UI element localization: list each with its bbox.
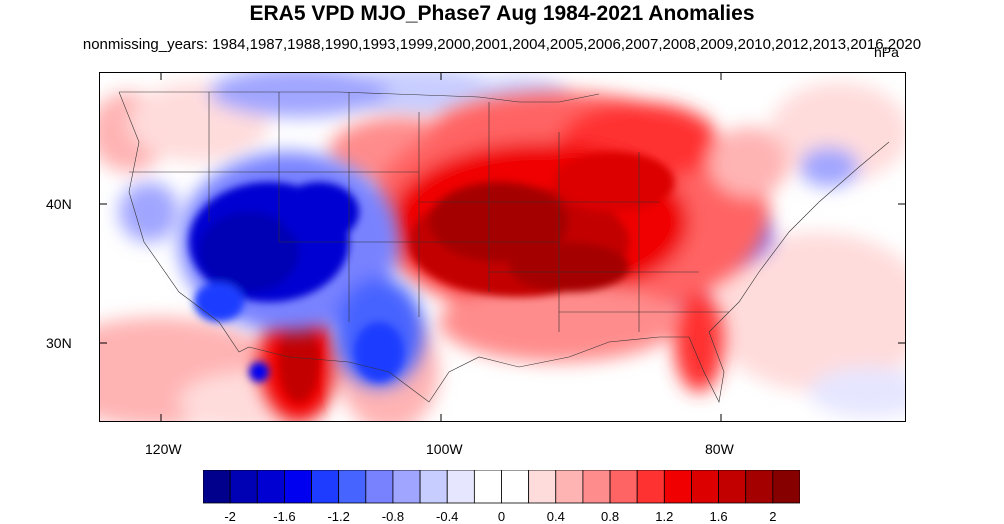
colorbar-box	[311, 470, 340, 504]
colorbar-box	[446, 470, 475, 504]
colorbar-box	[256, 470, 285, 504]
anomaly-field	[99, 72, 906, 422]
colorbar-tick-label: 0	[497, 509, 506, 524]
colorbar-tick-label: 0.8	[600, 509, 620, 524]
anomaly-map	[99, 72, 906, 422]
colorbar-box	[772, 470, 800, 504]
colorbar-box	[419, 470, 448, 504]
lat-tick-30n: 30N	[46, 335, 72, 351]
colorbar-box	[691, 470, 719, 504]
colorbar-tick-label: -0.4	[436, 509, 459, 524]
colorbar-box	[203, 470, 231, 504]
colorbar-tick-label: 2	[769, 509, 777, 524]
lat-tick-40n: 40N	[46, 196, 72, 212]
colorbar-box	[229, 470, 258, 504]
colorbar-box	[745, 470, 774, 504]
colorbar-box	[609, 470, 638, 504]
lon-tick-120w: 120W	[145, 441, 182, 457]
colorbar-box	[555, 470, 584, 504]
units-label: hPa	[874, 44, 899, 60]
colorbar-box	[284, 470, 312, 504]
colorbar-tick-label: -0.8	[381, 509, 405, 524]
colorbar-box	[365, 470, 394, 504]
colorbar-box	[501, 470, 530, 504]
colorbar-tick-label: 1.6	[709, 509, 728, 524]
state-boundaries	[118, 91, 890, 403]
colorbar-box	[636, 470, 665, 504]
colorbar-box	[338, 470, 367, 504]
lon-tick-100w: 100W	[426, 441, 463, 457]
colorbar-tick-label: -1.2	[327, 509, 350, 524]
map-title: ERA5 VPD MJO_Phase7 Aug 1984-2021 Anomal…	[249, 2, 755, 25]
axis-ticks	[99, 72, 906, 422]
colorbar-box	[392, 470, 421, 504]
colorbar-tick-label: 1.2	[655, 509, 674, 524]
colorbar-tick-label: -1.6	[273, 509, 296, 524]
colorbar-box	[663, 470, 692, 504]
colorbar-tick-label: -2	[224, 509, 236, 524]
map-subtitle: nonmissing_years: 1984,1987,1988,1990,19…	[82, 36, 922, 53]
colorbar-box	[718, 470, 747, 504]
colorbar	[203, 470, 800, 504]
lon-tick-80w: 80W	[705, 441, 734, 457]
colorbar-tick-label: 0.4	[546, 509, 565, 524]
map-frame	[99, 72, 906, 422]
map-plot	[99, 72, 906, 422]
colorbar-box	[582, 470, 611, 504]
colorbar-box	[528, 470, 557, 504]
colorbar-box	[473, 470, 502, 504]
